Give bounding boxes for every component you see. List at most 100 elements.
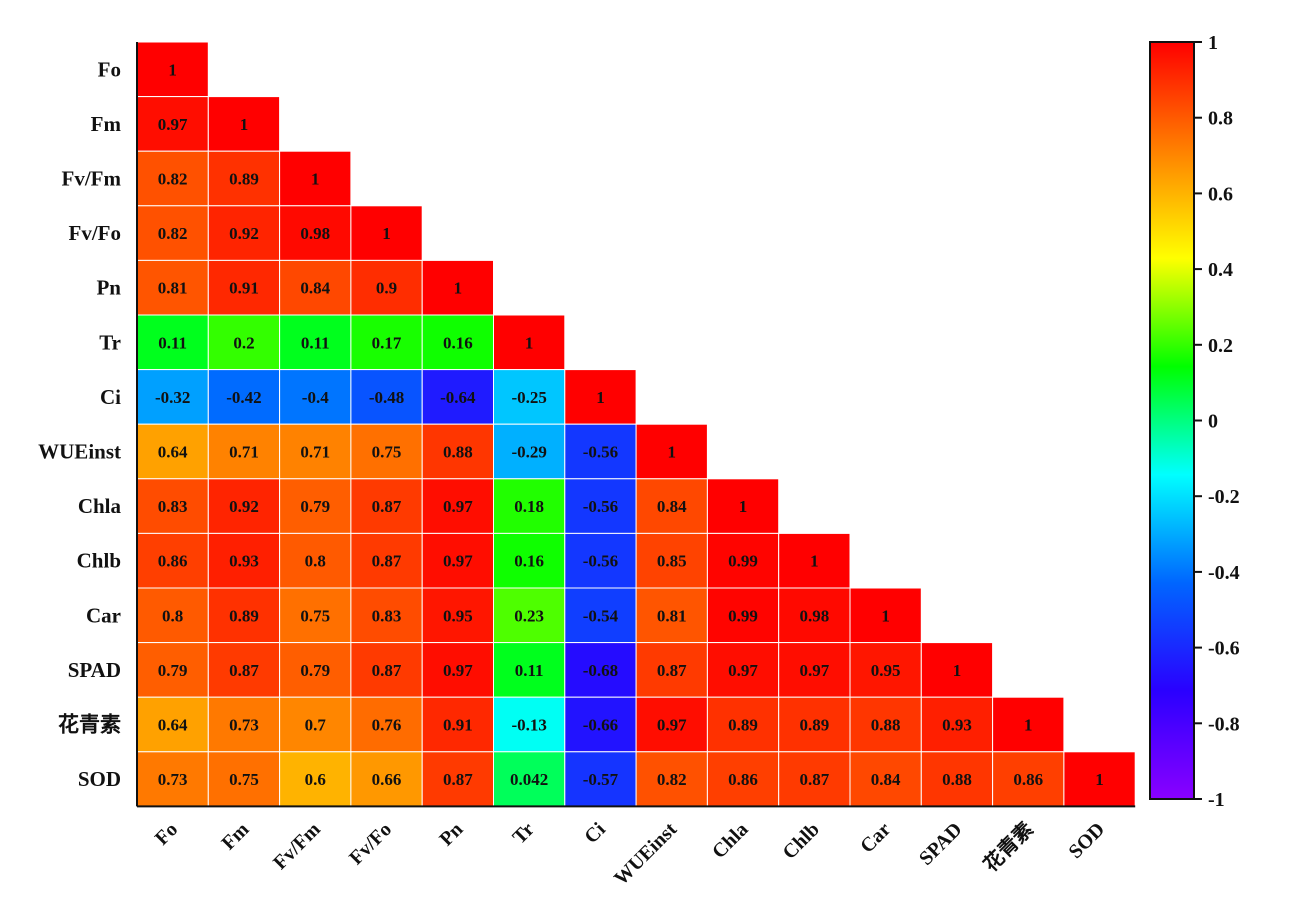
heatmap-cell <box>279 423 352 480</box>
cell-value-label: 0.89 <box>728 716 758 735</box>
y-tick-label: Fo <box>98 57 121 81</box>
cell-value-label: -0.64 <box>440 388 476 407</box>
heatmap-cell <box>635 751 708 807</box>
heatmap-cell <box>706 696 780 753</box>
cell-value-label: 0.18 <box>514 497 544 516</box>
heatmap-cell <box>778 642 851 698</box>
cell-value-label: 0.98 <box>799 606 829 625</box>
cell-value-label: 0.75 <box>229 770 259 789</box>
heatmap-cell <box>350 751 423 807</box>
heatmap-cell <box>564 478 637 534</box>
cell-value-label: 1 <box>382 224 391 243</box>
y-tick-label: Ci <box>100 385 121 409</box>
x-tick-label: SPAD <box>915 818 966 869</box>
cell-value-label: 0.93 <box>229 552 259 571</box>
colorbar-tick-label: -0.2 <box>1208 486 1240 508</box>
cell-value-label: 0.99 <box>728 552 758 571</box>
heatmap-cell <box>136 587 209 644</box>
heatmap-cell <box>564 642 637 698</box>
heatmap-cell <box>564 696 637 753</box>
heatmap-cell <box>207 96 281 152</box>
x-tick-label: Fo <box>151 818 182 849</box>
colorbar-tick-label: 0.4 <box>1208 259 1233 281</box>
y-tick-label: Fm <box>91 112 122 136</box>
colorbar-tick-label: -1 <box>1208 789 1225 811</box>
cell-value-label: 0.87 <box>443 770 473 789</box>
cell-value-label: 0.95 <box>443 606 473 625</box>
cell-value-label: 1 <box>596 388 605 407</box>
cell-value-label: 0.11 <box>158 333 187 352</box>
y-tick-label: Pn <box>96 276 121 300</box>
heatmap-cell <box>279 150 352 207</box>
cell-value-label: 0.79 <box>300 661 330 680</box>
cell-value-label: 0.16 <box>514 552 544 571</box>
cell-value-label: 0.9 <box>376 279 397 298</box>
cell-value-label: 0.81 <box>158 279 188 298</box>
heatmap-cell <box>207 259 281 316</box>
cell-value-label: 0.99 <box>728 606 758 625</box>
cell-value-label: 0.86 <box>158 552 188 571</box>
cell-value-label: 0.17 <box>372 333 402 352</box>
heatmap-cell <box>207 532 281 589</box>
cell-value-label: 0.85 <box>657 552 687 571</box>
heatmap-cell <box>849 587 922 644</box>
cell-value-label: 0.84 <box>871 770 901 789</box>
colorbar: 1 0.8 0.6 0.4 0.2 0 -0.2 -0.4 -0.6 -0.8 -1 <box>1149 32 1240 811</box>
cell-value-label: 0.93 <box>942 716 972 735</box>
cell-value-label: 1 <box>454 279 463 298</box>
heatmap-cell <box>421 532 495 589</box>
cell-value-label: 0.87 <box>372 552 402 571</box>
cell-value-label: -0.48 <box>369 388 404 407</box>
x-tick-label: Fv/Fo <box>345 818 396 869</box>
cell-value-label: 0.83 <box>158 497 188 516</box>
heatmap-cell <box>136 369 209 425</box>
cell-value-label: -0.32 <box>155 388 190 407</box>
x-tick-label: Car <box>856 818 895 857</box>
heatmap-cell <box>350 369 423 425</box>
heatmap-cell <box>350 478 423 534</box>
heatmap-cell <box>350 587 423 644</box>
cell-value-label: 0.86 <box>1013 770 1043 789</box>
cell-value-label: 0.98 <box>300 224 330 243</box>
heatmap-cell <box>992 696 1065 753</box>
heatmap-cell <box>706 532 780 589</box>
heatmap-cell <box>350 532 423 589</box>
cell-value-label: 0.8 <box>305 552 326 571</box>
heatmap-cell <box>207 642 281 698</box>
heatmap-cell <box>136 532 209 589</box>
cell-value-label: -0.54 <box>583 606 619 625</box>
cell-value-label: 0.84 <box>300 279 330 298</box>
x-tick-label: 花青素 <box>978 817 1037 876</box>
heatmap-cell <box>849 751 922 807</box>
cell-value-label: 0.97 <box>443 497 473 516</box>
cell-value-label: 0.88 <box>443 443 473 462</box>
colorbar-scale <box>1149 41 1195 800</box>
cell-value-label: -0.57 <box>583 770 619 789</box>
heatmap-cell <box>279 532 352 589</box>
cell-value-label: 0.71 <box>229 443 259 462</box>
colorbar-tick-label: 1 <box>1208 32 1218 54</box>
x-axis-labels: Fo Fm Fv/Fm Fv/Fo Pn Tr Ci WUEinst Chla Chlb Car SP… <box>151 817 1109 890</box>
heatmap-cell <box>136 96 209 152</box>
heatmap-cell <box>136 41 209 98</box>
heatmap-cell <box>706 642 780 698</box>
cell-value-label: -0.56 <box>583 552 618 571</box>
colorbar-tick-label: -0.6 <box>1208 638 1240 660</box>
heatmap-cell <box>706 751 780 807</box>
cell-value-label: 0.79 <box>158 661 188 680</box>
y-tick-label: Chla <box>78 494 122 518</box>
cell-value-label: 0.81 <box>657 606 687 625</box>
heatmap-cell <box>493 532 566 589</box>
cell-value-label: -0.25 <box>511 388 546 407</box>
cell-value-label: 0.2 <box>233 333 254 352</box>
y-tick-label: WUEinst <box>38 440 121 464</box>
y-tick-label: SPAD <box>68 658 121 682</box>
x-tick-label: WUEinst <box>610 818 682 890</box>
cell-value-label: 0.87 <box>372 661 402 680</box>
heatmap-cell <box>493 751 566 807</box>
cell-value-label: 0.89 <box>229 170 259 189</box>
cell-value-label: 0.82 <box>158 224 188 243</box>
cell-value-label: -0.4 <box>302 388 329 407</box>
cell-value-label: -0.68 <box>583 661 618 680</box>
cell-value-label: 0.89 <box>229 606 259 625</box>
